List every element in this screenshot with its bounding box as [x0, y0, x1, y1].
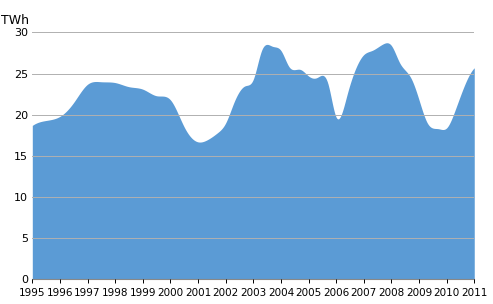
Text: TWh: TWh	[1, 14, 30, 27]
